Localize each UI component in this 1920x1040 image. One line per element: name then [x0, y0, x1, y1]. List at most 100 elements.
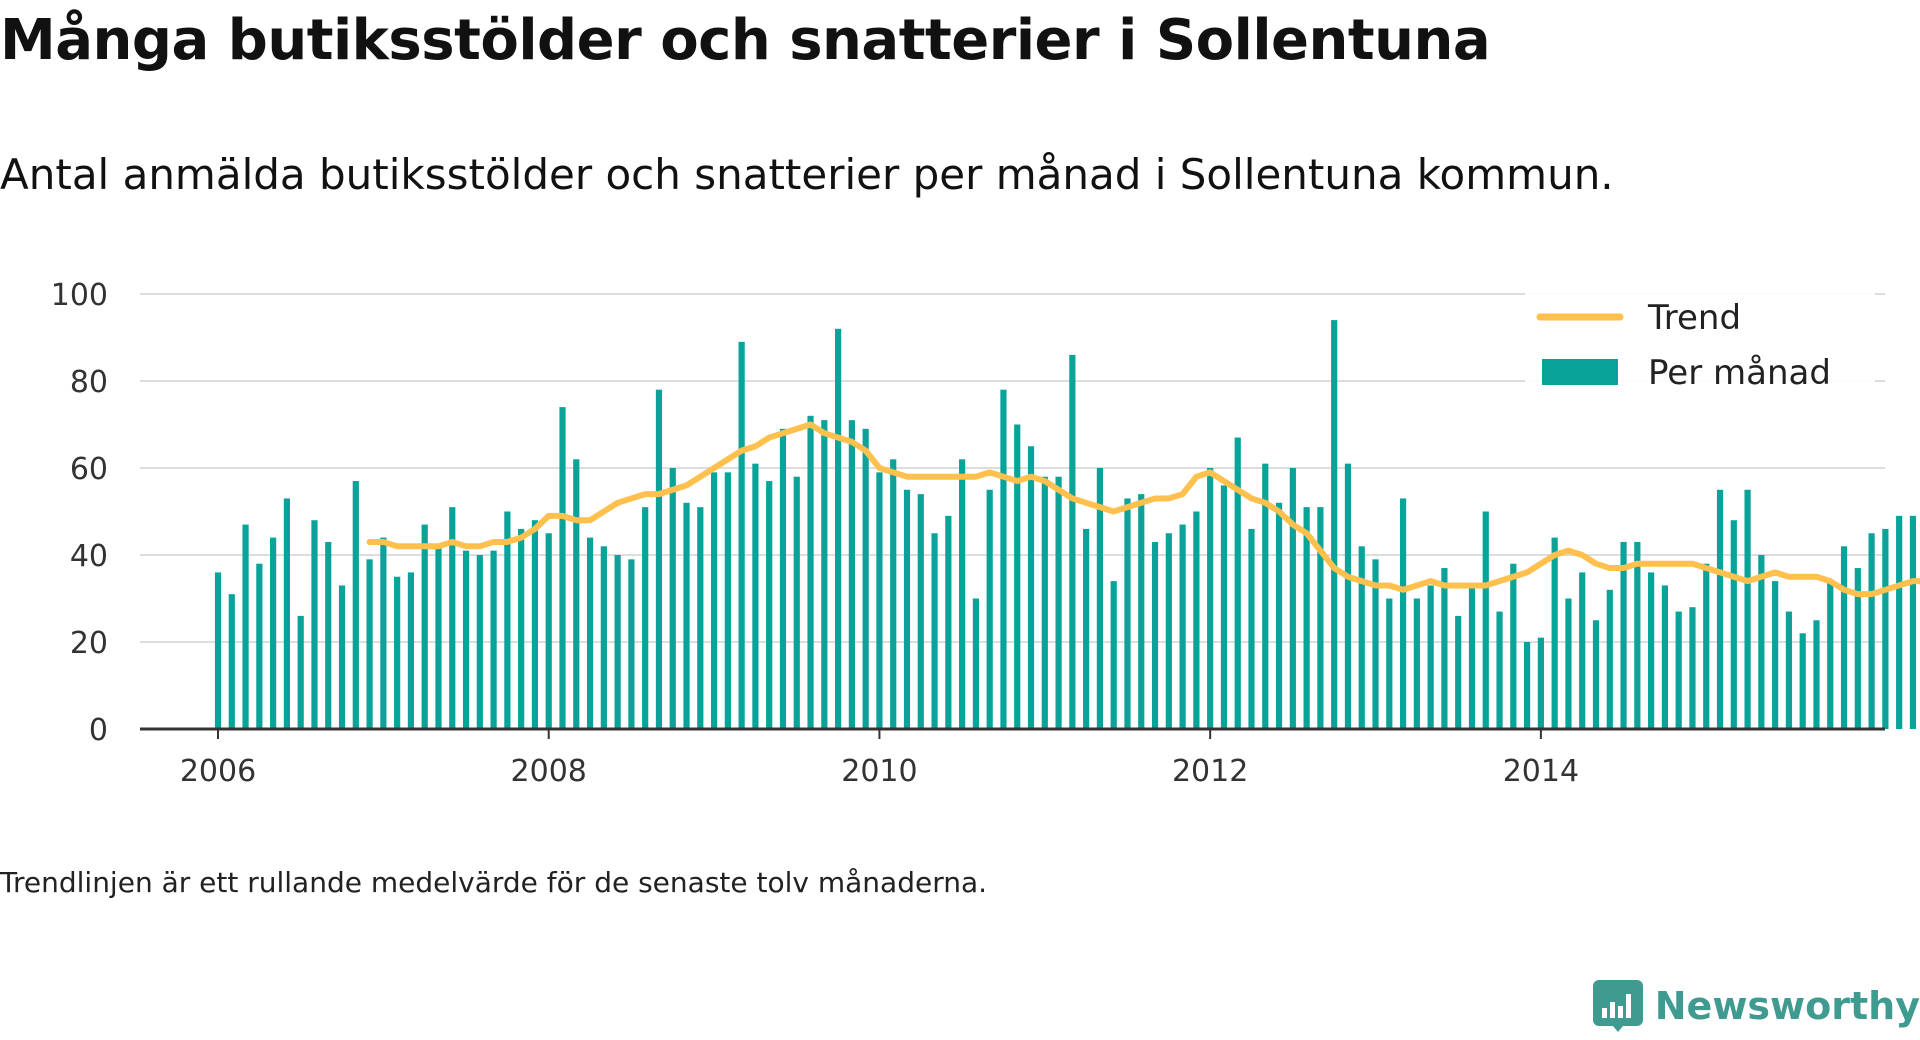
bar — [945, 515, 952, 729]
bar — [1606, 589, 1613, 729]
bar — [1730, 520, 1737, 729]
footnote: Trendlinjen är ett rullande medelvärde f… — [0, 866, 988, 899]
bar — [1262, 463, 1269, 729]
bar — [1193, 511, 1200, 729]
y-tick-label: 0 — [89, 713, 108, 748]
bar — [600, 546, 607, 729]
bar — [366, 559, 373, 729]
bar — [848, 420, 855, 729]
bar — [462, 550, 470, 729]
bar — [683, 502, 690, 729]
brand-name: Newsworthy — [1654, 984, 1920, 1028]
bar — [697, 507, 704, 729]
legend-bar-swatch — [1542, 359, 1618, 385]
bar — [1069, 354, 1076, 729]
bar — [1772, 581, 1779, 729]
bar — [1675, 611, 1682, 729]
bar — [504, 511, 511, 729]
x-tick-label: 2010 — [841, 754, 917, 789]
bar — [531, 520, 539, 729]
bar — [1289, 468, 1296, 729]
bar — [1331, 320, 1338, 729]
bar — [903, 489, 911, 729]
bar — [821, 420, 828, 729]
bar — [1386, 598, 1393, 729]
bar — [669, 468, 676, 729]
bar — [1275, 502, 1283, 729]
legend-trend-label: Trend — [1647, 298, 1741, 338]
bar — [394, 576, 401, 729]
bar — [325, 541, 332, 729]
bar — [1358, 546, 1365, 729]
trend-line — [366, 421, 1920, 598]
bar — [1744, 489, 1751, 729]
bar — [1537, 637, 1544, 729]
bar — [1868, 533, 1875, 729]
bar — [1234, 437, 1241, 729]
bar — [642, 507, 649, 729]
bar — [1468, 585, 1476, 729]
bar — [490, 550, 497, 729]
bar — [614, 555, 621, 729]
bar — [1703, 563, 1710, 729]
bar — [959, 459, 966, 729]
bar — [1207, 468, 1214, 729]
bar — [1565, 598, 1572, 729]
bar — [890, 459, 897, 729]
bar — [1896, 515, 1903, 729]
bar — [518, 528, 525, 729]
x-axis-ticks: 2006200820102012201420172019202120232025 — [180, 729, 1579, 789]
bar — [435, 546, 442, 729]
bar — [1909, 515, 1917, 729]
bar — [559, 407, 566, 729]
bar — [1634, 541, 1641, 729]
bar — [1689, 607, 1696, 729]
y-axis-ticks: 0 20 40 60 80 100 — [51, 278, 108, 748]
brand-logo[interactable]: Newsworthy — [1592, 980, 1920, 1032]
bar — [1799, 633, 1806, 729]
bar — [752, 463, 759, 729]
bar — [1620, 541, 1627, 729]
bar — [1165, 533, 1172, 729]
bar — [1758, 555, 1765, 729]
bar — [1041, 476, 1048, 729]
chart-title: Många butiksstölder och snatterier i Sol… — [0, 8, 1491, 73]
bar — [738, 341, 745, 729]
bar — [545, 533, 552, 729]
bar — [1813, 620, 1820, 729]
bar — [1399, 498, 1407, 729]
x-tick-label: 2008 — [511, 754, 587, 789]
x-tick-label: 2006 — [180, 754, 256, 789]
bar — [1854, 568, 1861, 729]
bar — [421, 524, 428, 729]
bar — [1882, 528, 1889, 729]
bar — [573, 459, 580, 729]
bar — [1344, 463, 1352, 729]
bar — [449, 507, 456, 729]
chart-subtitle: Antal anmälda butiksstölder och snatteri… — [0, 150, 1614, 199]
bar — [1524, 642, 1531, 729]
bar — [724, 472, 731, 729]
bar — [710, 472, 718, 729]
x-tick-label: 2014 — [1503, 754, 1579, 789]
bar — [1840, 546, 1848, 729]
bar — [270, 537, 277, 729]
y-tick-label: 100 — [51, 278, 108, 313]
monthly-bars — [214, 320, 1917, 729]
y-tick-label: 60 — [70, 452, 108, 487]
bar — [1510, 563, 1517, 729]
bar — [1151, 541, 1159, 729]
bar — [835, 328, 842, 729]
bar — [297, 615, 304, 729]
bar — [1220, 485, 1228, 729]
bar — [1441, 568, 1448, 729]
bar — [766, 481, 773, 729]
bar — [1592, 620, 1600, 729]
bar — [338, 585, 346, 729]
bar — [862, 428, 869, 729]
bar — [1716, 489, 1724, 729]
bar — [1303, 507, 1310, 729]
y-tick-label: 20 — [70, 626, 108, 661]
legend: Trend Per månad — [1525, 290, 1875, 400]
